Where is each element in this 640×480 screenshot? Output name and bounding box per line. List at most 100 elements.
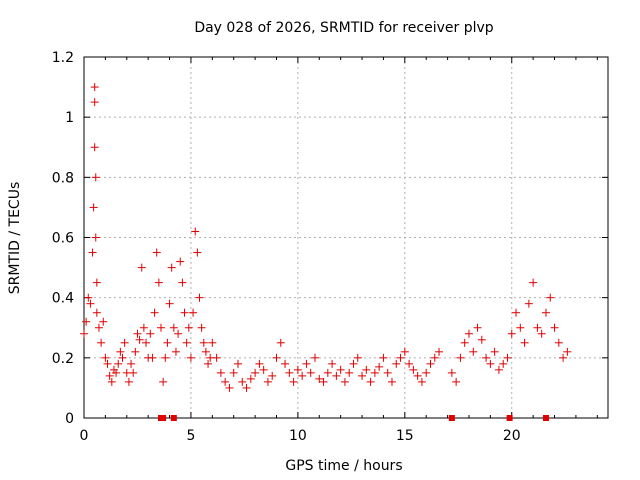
data-point	[80, 329, 88, 338]
y-tick-label: 0.4	[52, 291, 74, 307]
data-point	[242, 383, 251, 392]
data-point	[221, 377, 230, 386]
data-point	[182, 338, 191, 347]
data-point	[323, 368, 332, 377]
data-point	[452, 377, 461, 386]
data-point	[554, 338, 563, 347]
gap-marker	[160, 415, 167, 421]
y-tick-label: 0	[65, 411, 74, 427]
x-tick-label: 0	[80, 428, 89, 444]
data-point	[379, 353, 388, 362]
y-tick-label: 0.2	[52, 351, 74, 367]
data-point	[396, 353, 405, 362]
axis-ticks: 0 0.2 0.4 0.6 0.8 1 1.2 0 5 10 15 20	[52, 50, 608, 444]
data-point	[499, 359, 508, 368]
data-point	[469, 347, 478, 356]
gap-marker	[170, 415, 177, 421]
data-point	[135, 335, 144, 344]
gap-marker	[542, 415, 549, 421]
data-point	[298, 371, 307, 380]
data-point	[276, 338, 285, 347]
data-point	[233, 359, 242, 368]
data-point	[430, 353, 439, 362]
data-point	[161, 353, 170, 362]
data-point	[92, 308, 101, 317]
data-point	[559, 353, 568, 362]
data-point	[120, 338, 129, 347]
data-point	[191, 227, 200, 236]
data-point	[263, 377, 272, 386]
x-tick-label: 15	[396, 428, 414, 444]
data-point	[413, 371, 422, 380]
data-point	[533, 323, 542, 332]
data-point	[345, 368, 354, 377]
data-point	[520, 338, 529, 347]
data-point	[178, 278, 187, 287]
y-tick-label: 0.8	[52, 170, 74, 186]
data-point	[225, 383, 234, 392]
data-point	[152, 248, 161, 257]
x-tick-label: 10	[289, 428, 307, 444]
x-tick-label: 20	[503, 428, 521, 444]
data-point	[340, 377, 349, 386]
data-point	[332, 371, 341, 380]
y-tick-label: 1	[65, 110, 74, 126]
data-point	[306, 368, 315, 377]
data-point	[180, 308, 189, 317]
data-point	[336, 365, 345, 374]
data-point	[208, 338, 217, 347]
data-point	[272, 353, 281, 362]
data-point	[362, 365, 371, 374]
data-point	[289, 377, 298, 386]
data-point	[229, 368, 238, 377]
data-point	[92, 278, 101, 287]
data-point	[163, 338, 172, 347]
data-point	[281, 359, 290, 368]
data-point	[184, 323, 193, 332]
data-point	[375, 362, 384, 371]
data-point	[550, 323, 559, 332]
data-point	[156, 323, 165, 332]
x-axis-title: GPS time / hours	[285, 458, 402, 474]
data-point	[293, 365, 302, 374]
data-point	[512, 308, 521, 317]
data-point	[195, 293, 204, 302]
gap-markers	[157, 415, 549, 421]
data-point	[383, 368, 392, 377]
y-tick-label: 0.6	[52, 231, 74, 247]
data-point	[315, 374, 324, 383]
data-point	[216, 368, 225, 377]
data-point	[91, 173, 100, 182]
data-point	[129, 368, 138, 377]
y-axis-title: SRMTID / TECUs	[7, 182, 23, 295]
data-point	[169, 323, 178, 332]
data-point	[400, 347, 409, 356]
data-point	[392, 359, 401, 368]
data-point	[524, 299, 533, 308]
data-point	[285, 368, 294, 377]
data-point	[133, 329, 142, 338]
data-point	[541, 308, 550, 317]
data-point	[199, 338, 208, 347]
data-point	[353, 353, 362, 362]
data-point	[154, 278, 163, 287]
data-point	[171, 347, 180, 356]
data-point	[259, 365, 268, 374]
data-point	[118, 353, 127, 362]
data-point	[137, 263, 146, 272]
data-point	[460, 338, 469, 347]
data-point	[405, 359, 414, 368]
data-point	[197, 323, 206, 332]
data-point	[238, 377, 247, 386]
data-point	[310, 353, 319, 362]
data-point	[328, 359, 337, 368]
data-point	[473, 323, 482, 332]
data-point	[89, 203, 98, 212]
data-point	[165, 299, 174, 308]
data-point	[563, 347, 572, 356]
data-point	[464, 329, 473, 338]
data-point	[482, 353, 491, 362]
data-point	[516, 323, 525, 332]
data-point	[131, 347, 140, 356]
data-point	[494, 365, 503, 374]
